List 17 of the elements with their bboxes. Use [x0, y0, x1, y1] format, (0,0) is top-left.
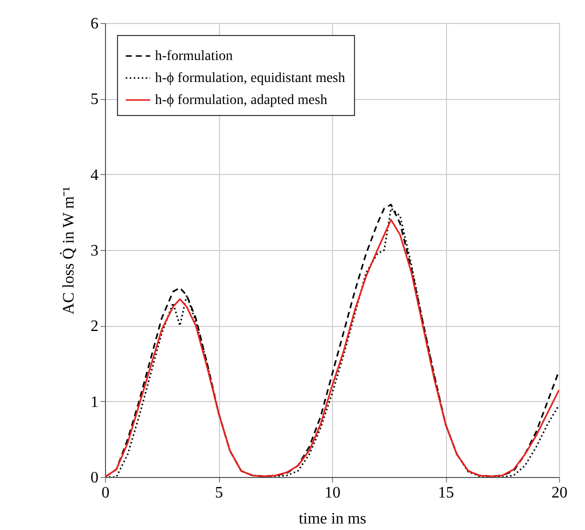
x-tick-label: 10	[324, 484, 340, 502]
legend-label: h-formulation	[155, 49, 233, 64]
y-tick-label: 0	[90, 470, 98, 486]
x-tick-label: 15	[438, 484, 454, 502]
legend-label: h-ϕ formulation, equidistant mesh	[155, 71, 346, 86]
y-tick-label: 3	[90, 242, 98, 260]
y-axis-title: AC loss Q̇ in W m⁻¹	[59, 186, 78, 314]
y-tick-label: 4	[90, 166, 98, 184]
y-tick-label: 5	[90, 91, 98, 108]
x-axis-title: time in ms	[298, 510, 366, 528]
y-tick-label: 2	[90, 318, 98, 336]
y-tick-label: 1	[90, 394, 98, 411]
x-tick-label: 5	[215, 484, 223, 502]
legend-label: h-ϕ formulation, adapted mesh	[155, 93, 328, 108]
x-tick-label: 20	[552, 484, 568, 502]
y-tick-label: 6	[90, 16, 98, 32]
x-tick-label: 0	[102, 484, 110, 502]
